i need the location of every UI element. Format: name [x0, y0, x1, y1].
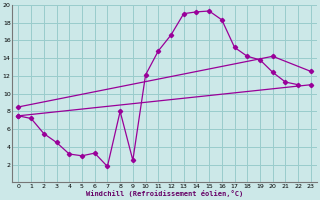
X-axis label: Windchill (Refroidissement éolien,°C): Windchill (Refroidissement éolien,°C) — [86, 190, 243, 197]
